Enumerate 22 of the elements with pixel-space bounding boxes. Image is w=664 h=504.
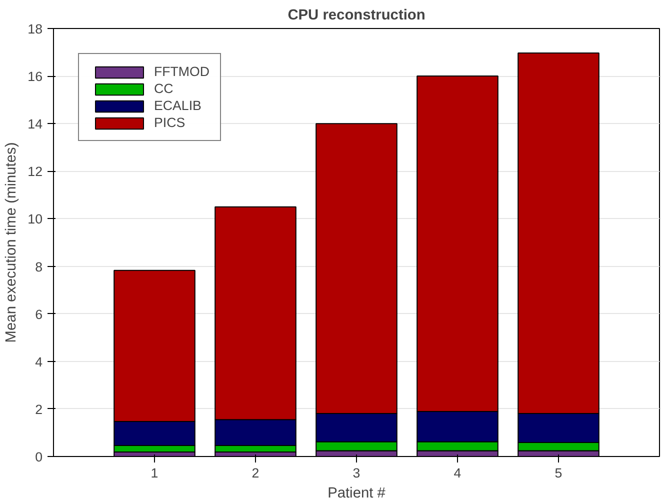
x-tick-label: 3 [352, 466, 360, 480]
legend-label: ECALIB [154, 98, 202, 113]
x-tick-label: 4 [454, 466, 462, 480]
y-tick-label: 6 [35, 306, 43, 322]
x-tick-label: 1 [150, 466, 158, 480]
x-axis-title: Patient # [328, 486, 386, 502]
y-tick-label: 0 [35, 450, 43, 464]
y-tick-label: 14 [28, 116, 44, 132]
y-tick-label: 12 [28, 164, 43, 180]
chart-title: CPU reconstruction [288, 8, 426, 24]
y-tick-label: 18 [28, 22, 43, 36]
y-tick-label: 4 [35, 354, 44, 370]
y-tick-label: 2 [35, 402, 43, 417]
y-tick-label: 10 [28, 212, 43, 227]
y-tick-label: 8 [35, 259, 43, 274]
legend-label: PICS [154, 115, 186, 130]
y-axis-title: Mean execution time (minutes) [4, 142, 20, 343]
x-tick-label: 5 [554, 466, 562, 480]
y-tick-label: 16 [28, 69, 43, 84]
legend-label: FFTMOD [154, 64, 210, 79]
x-tick-label: 2 [252, 466, 260, 480]
legend-label: CC [154, 81, 174, 96]
